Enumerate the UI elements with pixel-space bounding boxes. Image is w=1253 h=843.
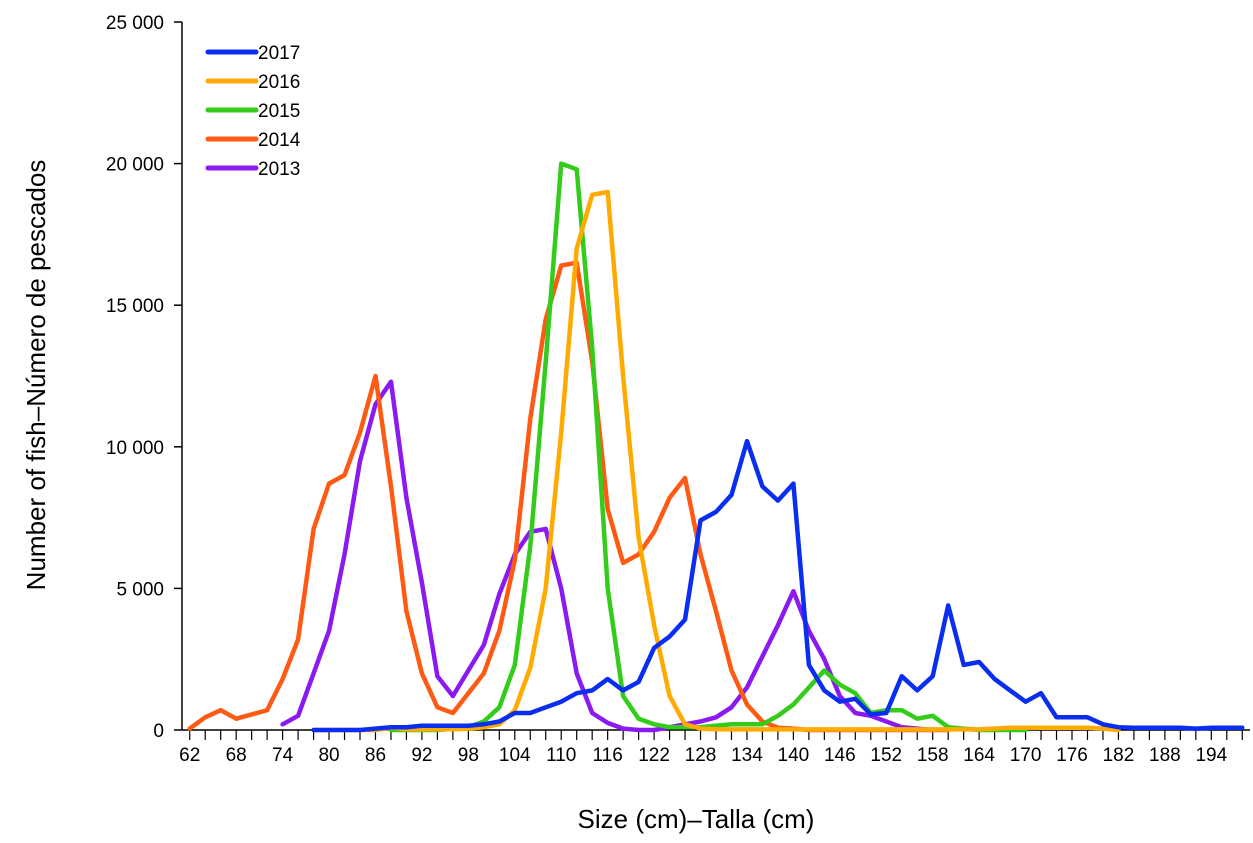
- x-tick-label: 86: [365, 745, 386, 766]
- x-tick-label: 80: [318, 745, 339, 766]
- legend: 2017 2016 2015 2014 2013: [205, 43, 301, 180]
- x-tick-label: 170: [1010, 745, 1042, 766]
- x-tick-label: 194: [1195, 745, 1227, 766]
- y-tick-label: 25 000: [106, 13, 164, 34]
- ticks: 0 5 000 10 000 15 000 20 000 25 000 62 68 74 80 86…: [106, 13, 1243, 766]
- x-tick-label: 98: [458, 745, 479, 766]
- x-tick-label: 74: [272, 745, 294, 766]
- x-tick-label: 146: [824, 745, 856, 766]
- series-line-2015: [388, 161, 1028, 733]
- x-tick-label: 68: [226, 745, 247, 766]
- y-tick-label: 15 000: [106, 296, 164, 317]
- y-tick-label: 0: [153, 721, 164, 742]
- y-tick-label: 20 000: [106, 155, 164, 176]
- axes: [181, 22, 1250, 731]
- x-axis-label: Size (cm)–Talla (cm): [578, 804, 815, 834]
- legend-label-2013: 2013: [258, 159, 300, 180]
- x-tick-label: 140: [778, 745, 810, 766]
- x-tick-label: 134: [731, 745, 763, 766]
- x-tick-label: 182: [1103, 745, 1135, 766]
- x-tick-label: 128: [685, 745, 717, 766]
- x-tick-label: 104: [499, 745, 531, 766]
- y-tick-label: 5 000: [116, 579, 164, 600]
- x-tick-label: 158: [917, 745, 949, 766]
- x-tick-label: 176: [1056, 745, 1088, 766]
- x-tick-label: 164: [963, 745, 995, 766]
- x-tick-label: 152: [870, 745, 902, 766]
- x-tick-label: 92: [411, 745, 432, 766]
- x-tick-label: 116: [593, 745, 623, 766]
- series-line-2017: [311, 438, 1245, 733]
- series-line-2013: [280, 379, 935, 733]
- y-tick-label: 10 000: [106, 438, 164, 459]
- legend-label-2014: 2014: [258, 130, 301, 151]
- legend-label-2016: 2016: [258, 72, 300, 93]
- x-tick-label: 122: [638, 745, 670, 766]
- legend-label-2015: 2015: [258, 101, 300, 122]
- series-lines: [187, 161, 1245, 733]
- legend-label-2017: 2017: [258, 43, 300, 64]
- x-tick-label: 62: [179, 745, 200, 766]
- x-tick-label: 110: [546, 745, 576, 766]
- y-axis-label: Number of fish–Número de pescados: [21, 160, 51, 591]
- series-line-2016: [311, 189, 1121, 733]
- x-tick-label: 188: [1149, 745, 1181, 766]
